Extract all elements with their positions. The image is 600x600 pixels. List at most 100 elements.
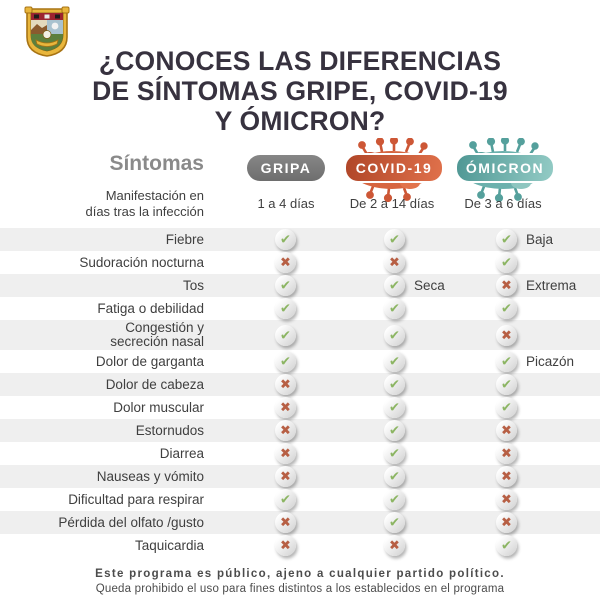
omicron-cell: ✖ Extrema [438,275,600,296]
check-icon: ✔ [384,443,405,464]
table-row: Fatiga o debilidad ✔ ✔ ✔ [0,297,600,320]
check-icon: ✔ [384,324,405,346]
symptom-label: Estornudos [135,422,204,438]
title-line-1: ¿CONOCES LAS DIFERENCIAS [98,46,502,76]
check-icon: ✔ [384,229,405,250]
symptom-label: Dificultad para respirar [68,491,204,507]
table-row: Taquicardia ✖ ✖ ✔ [0,534,600,557]
covid-cell: ✖ [352,252,438,273]
check-icon: ✔ [496,374,517,395]
cross-icon: ✖ [275,535,296,556]
omicron-duration: De 3 a 6 días [464,196,542,211]
cross-icon: ✖ [275,252,296,273]
omicron-cell: ✖ [438,420,600,441]
cross-icon: ✖ [496,489,517,510]
omicron-cell: ✔ Baja [438,229,600,250]
omicron-note: Baja [526,232,554,247]
omicron-note: Extrema [526,278,577,293]
symptom-label: Sudoración nocturna [79,254,204,270]
symptom-label: Fatiga o debilidad [97,300,204,316]
symptom-label: Dolor de garganta [95,353,204,369]
covid-note: Seca [414,278,445,293]
table-row: Fiebre ✔ ✔ ✔ Baja [0,228,600,251]
omicron-cell: ✔ [438,397,600,418]
gripa-cell: ✖ [220,252,352,273]
check-icon: ✔ [384,466,405,487]
check-icon: ✔ [384,489,405,510]
symptom-label: Taquicardia [134,537,204,553]
cross-icon: ✖ [275,420,296,441]
cross-icon: ✖ [275,466,296,487]
cross-icon: ✖ [496,443,517,464]
cross-icon: ✖ [496,420,517,441]
gripa-cell: ✔ [220,489,352,510]
check-icon: ✔ [275,489,296,510]
incubation-subheader: Manifestación en días tras la infección [85,188,204,219]
check-icon: ✔ [275,351,296,372]
check-icon: ✔ [384,298,405,319]
gripa-header-pill: GRIPA [247,155,325,181]
gripa-cell: ✔ [220,324,352,346]
covid-cell: ✔ [352,324,438,346]
covid-cell: ✔ [352,397,438,418]
cross-icon: ✖ [275,397,296,418]
cross-icon: ✖ [384,535,405,556]
omicron-cell: ✖ [438,466,600,487]
cross-icon: ✖ [496,275,517,296]
symptom-label: Fiebre [165,231,204,247]
table-row: Nauseas y vómito ✖ ✔ ✖ [0,465,600,488]
symptoms-column-header: Síntomas [109,152,204,175]
covid-header-pill: COVID-19 [344,153,444,183]
omicron-cell: ✔ Picazón [438,351,600,372]
check-icon: ✔ [496,535,517,556]
symptom-label: Diarrea [159,445,204,461]
cross-icon: ✖ [384,252,405,273]
check-icon: ✔ [384,420,405,441]
omicron-cell: ✖ [438,489,600,510]
covid-cell: ✔ [352,374,438,395]
footer-line-1: Este programa es público, ajeno a cualqu… [95,568,505,580]
title-line-2: DE SÍNTOMAS GRIPE, COVID-19 [92,76,508,106]
gripa-cell: ✔ [220,229,352,250]
omicron-note: Picazón [526,354,575,369]
gripa-cell: ✖ [220,466,352,487]
covid-cell: ✔ [352,298,438,319]
omicron-cell: ✔ [438,374,600,395]
check-icon: ✔ [384,512,405,533]
gripa-cell: ✖ [220,397,352,418]
check-icon: ✔ [275,298,296,319]
omicron-cell: ✖ [438,443,600,464]
omicron-cell: ✔ [438,252,600,273]
cross-icon: ✖ [275,443,296,464]
gripa-cell: ✖ [220,535,352,556]
gripa-cell: ✔ [220,275,352,296]
gripa-cell: ✖ [220,374,352,395]
table-row: Diarrea ✖ ✔ ✖ [0,442,600,465]
omicron-cell: ✔ [438,298,600,319]
title-line-3: Y ÓMICRON? [214,106,386,136]
table-row: Dificultad para respirar ✔ ✔ ✖ [0,488,600,511]
cross-icon: ✖ [496,324,517,346]
cross-icon: ✖ [496,512,517,533]
check-icon: ✔ [275,275,296,296]
check-icon: ✔ [384,351,405,372]
table-row: Pérdida del olfato /gusto ✖ ✔ ✖ [0,511,600,534]
check-icon: ✔ [496,397,517,418]
table-row: Dolor muscular ✖ ✔ ✔ [0,396,600,419]
table-row: Estornudos ✖ ✔ ✖ [0,419,600,442]
gripa-duration: 1 a 4 días [257,196,315,211]
cross-icon: ✖ [275,512,296,533]
check-icon: ✔ [496,351,517,372]
covid-cell: ✔ [352,420,438,441]
cross-icon: ✖ [496,466,517,487]
check-icon: ✔ [275,324,296,346]
check-icon: ✔ [496,298,517,319]
omicron-cell: ✖ [438,512,600,533]
gripa-cell: ✖ [220,420,352,441]
covid-cell: ✔ [352,229,438,250]
cross-icon: ✖ [275,374,296,395]
table-row: Congestión y secreción nasal ✔ ✔ ✖ [0,320,600,350]
check-icon: ✔ [275,229,296,250]
check-icon: ✔ [384,275,405,296]
check-icon: ✔ [384,374,405,395]
